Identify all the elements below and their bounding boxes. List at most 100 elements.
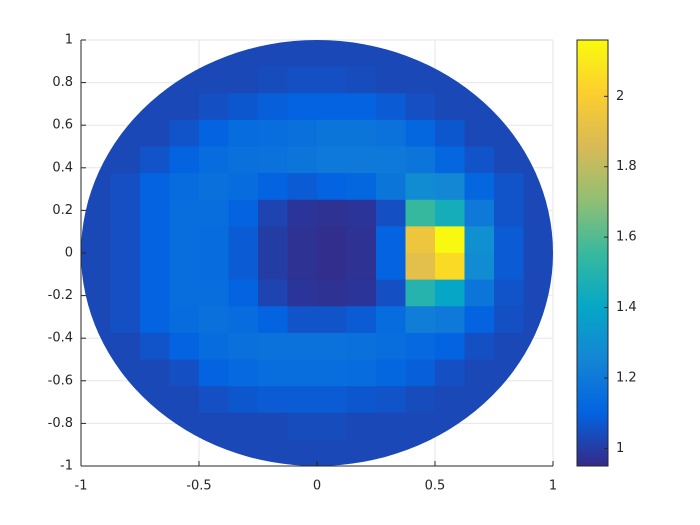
cell: [140, 359, 171, 387]
y-tick-label: -0.2: [48, 288, 73, 303]
cell: [435, 119, 466, 148]
cell: [464, 386, 495, 414]
cell: [258, 439, 289, 466]
cell: [199, 279, 230, 307]
x-tick-label: 1: [549, 479, 557, 494]
cell: [81, 332, 112, 361]
cell: [228, 173, 259, 201]
cell: [346, 199, 377, 227]
cell: [405, 66, 436, 94]
cell: [287, 146, 318, 174]
cell: [140, 332, 171, 361]
cell: [317, 93, 348, 121]
y-tick-label: -1: [60, 459, 73, 474]
y-tick-label: 0.4: [52, 160, 73, 175]
cell: [317, 146, 348, 174]
cell: [435, 279, 466, 307]
cell: [287, 359, 318, 387]
cell: [376, 332, 407, 361]
cell: [228, 93, 259, 121]
cell: [523, 199, 553, 227]
cell: [169, 279, 200, 307]
cell: [435, 359, 466, 387]
cell: [346, 146, 377, 174]
cell: [317, 306, 348, 334]
cell: [317, 279, 348, 307]
x-tick-label: 0.5: [425, 479, 446, 494]
cell: [435, 306, 466, 334]
cell: [317, 226, 348, 254]
cell: [228, 146, 259, 174]
cell: [258, 253, 289, 281]
cell: [258, 332, 289, 361]
cell: [494, 199, 525, 227]
axes: -1 -0.5 0 0.5 1 -1 -0.8 -0.6 -0.4 -0.2 0 0.2 0.4 0.6 0…: [48, 33, 558, 494]
cell: [287, 386, 318, 414]
cell: [169, 359, 200, 387]
cell: [435, 253, 466, 281]
cell: [169, 253, 200, 281]
cell: [258, 359, 289, 387]
cell: [376, 226, 407, 254]
cell: [81, 306, 112, 334]
cell: [494, 173, 525, 201]
cell: [346, 119, 377, 148]
cell: [435, 226, 466, 254]
cell: [110, 386, 141, 414]
cell: [81, 173, 112, 201]
cell: [199, 412, 230, 440]
cell: [258, 226, 289, 254]
colorbar-tick-label: 2: [616, 89, 624, 104]
cell: [287, 332, 318, 361]
cell: [169, 119, 200, 148]
cell: [287, 412, 318, 440]
cell: [494, 253, 525, 281]
cell: [405, 119, 436, 148]
colorbar-tick-label: 1.6: [616, 230, 637, 245]
cell: [258, 386, 289, 414]
cell: [317, 253, 348, 281]
cell: [464, 146, 495, 174]
cell: [346, 359, 377, 387]
cell: [346, 386, 377, 414]
cell: [258, 412, 289, 440]
cell: [435, 93, 466, 121]
cell: [464, 66, 495, 94]
cell: [435, 332, 466, 361]
cell: [405, 306, 436, 334]
cell: [494, 119, 525, 148]
cell: [110, 253, 141, 281]
cell: [110, 306, 141, 334]
cell: [346, 332, 377, 361]
cell: [169, 386, 200, 414]
cell: [169, 146, 200, 174]
cell: [435, 412, 466, 440]
cell: [140, 386, 171, 414]
cell: [494, 279, 525, 307]
cell: [110, 146, 141, 174]
cell: [317, 439, 348, 466]
cell: [464, 332, 495, 361]
cell: [317, 386, 348, 414]
cell: [405, 439, 436, 466]
cell: [258, 40, 289, 68]
cell: [376, 146, 407, 174]
cell: [376, 253, 407, 281]
cell: [523, 173, 553, 201]
cell: [346, 412, 377, 440]
cell: [405, 279, 436, 307]
cell: [228, 359, 259, 387]
cell: [287, 119, 318, 148]
cell: [317, 119, 348, 148]
cell: [140, 199, 171, 227]
cell: [258, 146, 289, 174]
cell: [228, 306, 259, 334]
cell: [110, 226, 141, 254]
cell: [405, 93, 436, 121]
y-tick-label: 1: [65, 33, 73, 48]
colorbar-tick-label: 1.8: [616, 159, 637, 174]
cell: [376, 119, 407, 148]
cell: [346, 66, 377, 94]
cell: [199, 359, 230, 387]
cell: [258, 306, 289, 334]
